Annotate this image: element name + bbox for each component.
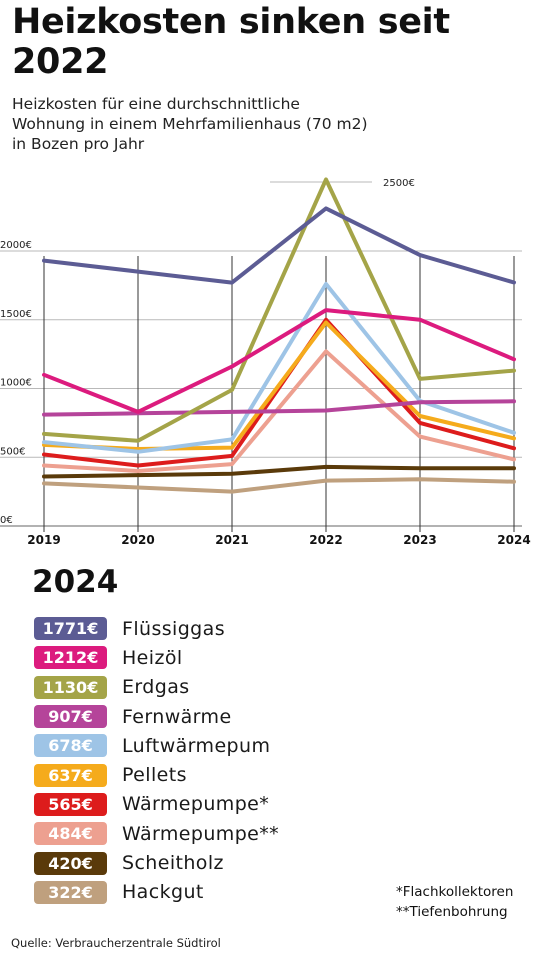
legend-label: Wärmepumpe* bbox=[122, 793, 270, 816]
legend-item: 484€ Wärmepumpe** bbox=[34, 819, 334, 848]
legend-item: 1212€ Heizöl bbox=[34, 643, 334, 672]
legend-item: 565€ Wärmepumpe* bbox=[34, 790, 334, 819]
series-line bbox=[42, 349, 516, 473]
legend-value-badge: 637€ bbox=[34, 763, 107, 787]
y-tick-label: 2000€ bbox=[0, 240, 32, 251]
x-tick-label: 2019 bbox=[27, 533, 60, 547]
x-tick-label: 2024 bbox=[497, 533, 530, 547]
series-line bbox=[42, 477, 516, 494]
legend-value-badge: 565€ bbox=[34, 792, 107, 816]
legend-label: Scheitholz bbox=[122, 852, 224, 875]
legend-label: Luftwärmepum bbox=[122, 734, 271, 757]
legend-heading: 2024 bbox=[32, 564, 119, 600]
series-line bbox=[42, 399, 516, 417]
y-tick-label: 0€ bbox=[0, 515, 13, 526]
x-tick-label: 2022 bbox=[309, 533, 342, 547]
legend-value-badge: 420€ bbox=[34, 851, 107, 875]
page-subtitle: Heizkosten für eine durchschnittliche Wo… bbox=[12, 95, 368, 153]
legend: 1771€ Flüssiggas 1212€ Heizöl 1130€ Erdgas 907… bbox=[34, 614, 334, 907]
legend-label: Fernwärme bbox=[122, 705, 232, 728]
legend-item: 322€ Hackgut bbox=[34, 878, 334, 907]
source-note: Quelle: Verbraucherzentrale Südtirol bbox=[11, 936, 221, 950]
legend-value-badge: 678€ bbox=[34, 734, 107, 758]
legend-label: Heizöl bbox=[122, 646, 183, 669]
legend-label: Wärmepumpe** bbox=[122, 822, 280, 845]
legend-item: 420€ Scheitholz bbox=[34, 848, 334, 877]
footnotes: *Flachkollektoren **Tiefenbohrung bbox=[396, 882, 513, 922]
x-tick-label: 2020 bbox=[121, 533, 154, 547]
legend-item: 1130€ Erdgas bbox=[34, 673, 334, 702]
legend-item: 1771€ Flüssiggas bbox=[34, 614, 334, 643]
legend-value-badge: 1130€ bbox=[34, 675, 107, 699]
legend-label: Pellets bbox=[122, 764, 187, 787]
series-line bbox=[42, 308, 516, 414]
series-line bbox=[42, 206, 516, 285]
series-line bbox=[42, 282, 516, 454]
legend-value-badge: 322€ bbox=[34, 880, 107, 904]
legend-item: 678€ Luftwärmepum bbox=[34, 731, 334, 760]
legend-label: Hackgut bbox=[122, 881, 204, 904]
legend-value-badge: 484€ bbox=[34, 822, 107, 846]
series-line bbox=[42, 464, 516, 479]
legend-item: 637€ Pellets bbox=[34, 760, 334, 789]
y-tick-label: 500€ bbox=[0, 446, 25, 457]
y-tick-label-top: 2500€ bbox=[383, 178, 415, 189]
series-lines bbox=[42, 177, 516, 494]
axis-labels: 0€ 500€ 1000€ 1500€ 2000€ 2500€ 2019 2020 2021 20… bbox=[0, 178, 531, 547]
legend-item: 907€ Fernwärme bbox=[34, 702, 334, 731]
y-tick-label: 1500€ bbox=[0, 309, 32, 320]
series-line bbox=[42, 177, 516, 443]
line-chart: 0€ 500€ 1000€ 1500€ 2000€ 2500€ 2019 2020 2021 20… bbox=[0, 177, 531, 547]
y-tick-label: 1000€ bbox=[0, 378, 32, 389]
footnote-1: *Flachkollektoren bbox=[396, 884, 514, 900]
legend-value-badge: 1212€ bbox=[34, 646, 107, 670]
legend-label: Erdgas bbox=[122, 676, 190, 699]
legend-value-badge: 907€ bbox=[34, 705, 107, 729]
legend-value-badge: 1771€ bbox=[34, 617, 107, 641]
x-tick-label: 2021 bbox=[215, 533, 248, 547]
footnote-2: **Tiefenbohrung bbox=[396, 904, 508, 920]
legend-label: Flüssiggas bbox=[122, 617, 225, 640]
grid-lines bbox=[0, 181, 522, 532]
x-tick-label: 2023 bbox=[403, 533, 436, 547]
page-title: Heizkosten sinken seit 2022 bbox=[12, 2, 450, 82]
